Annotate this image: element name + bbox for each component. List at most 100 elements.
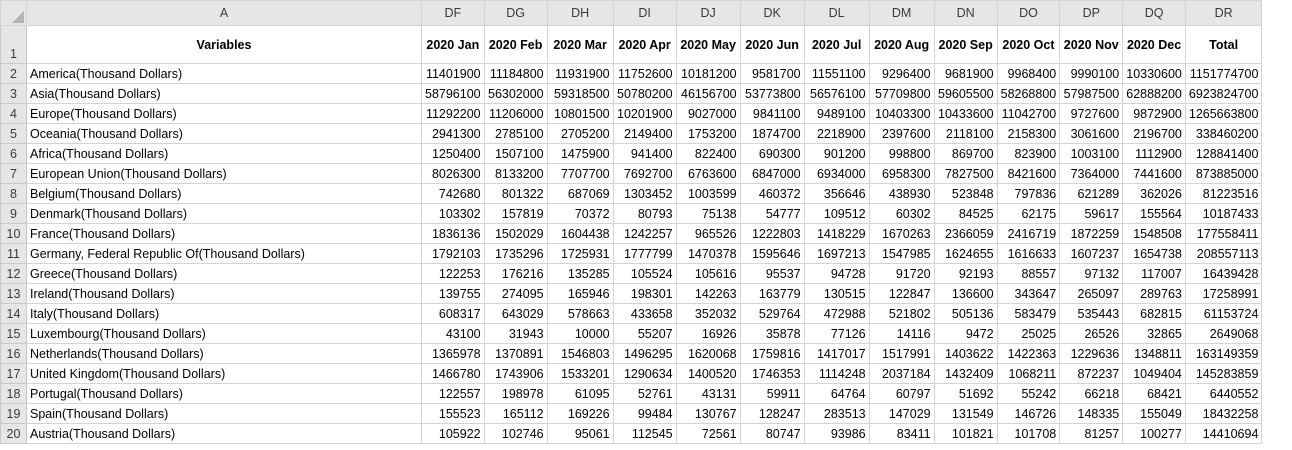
value-cell[interactable]: 742680 — [421, 183, 485, 204]
value-cell[interactable]: 51692 — [933, 383, 998, 404]
value-cell[interactable]: 823900 — [996, 143, 1061, 164]
header-cell[interactable]: 2020 Mar — [546, 25, 614, 64]
value-cell[interactable]: 9472 — [933, 323, 998, 344]
value-cell[interactable]: 362026 — [1122, 183, 1186, 204]
row-header[interactable]: 4 — [0, 103, 27, 124]
value-cell[interactable]: 7707700 — [546, 163, 614, 184]
header-cell[interactable]: 2020 Aug — [868, 25, 935, 64]
value-cell[interactable]: 155523 — [421, 403, 485, 424]
value-cell[interactable]: 9727600 — [1059, 103, 1124, 124]
value-cell[interactable]: 1792103 — [421, 243, 485, 264]
value-cell[interactable]: 7827500 — [933, 163, 998, 184]
value-cell[interactable]: 583479 — [996, 303, 1061, 324]
value-cell[interactable]: 26526 — [1059, 323, 1124, 344]
value-cell[interactable]: 965526 — [675, 223, 741, 244]
value-cell[interactable]: 608317 — [421, 303, 485, 324]
value-cell[interactable]: 9968400 — [996, 63, 1061, 84]
value-cell[interactable]: 438930 — [868, 183, 935, 204]
value-cell[interactable]: 1370891 — [483, 343, 548, 364]
total-cell[interactable]: 338460200 — [1184, 123, 1263, 144]
value-cell[interactable]: 1114248 — [803, 363, 870, 384]
value-cell[interactable]: 55207 — [612, 323, 677, 344]
variable-cell[interactable]: United Kingdom(Thousand Dollars) — [26, 363, 422, 384]
variable-cell[interactable]: Belgium(Thousand Dollars) — [26, 183, 422, 204]
value-cell[interactable]: 2158300 — [996, 123, 1061, 144]
value-cell[interactable]: 50780200 — [612, 83, 677, 104]
value-cell[interactable]: 643029 — [483, 303, 548, 324]
value-cell[interactable]: 1475900 — [546, 143, 614, 164]
value-cell[interactable]: 146726 — [996, 403, 1061, 424]
row-header[interactable]: 17 — [0, 363, 27, 384]
column-header[interactable]: DK — [739, 0, 805, 26]
value-cell[interactable]: 1432409 — [933, 363, 998, 384]
value-cell[interactable]: 105616 — [675, 263, 741, 284]
total-cell[interactable]: 16439428 — [1184, 263, 1263, 284]
value-cell[interactable]: 147029 — [868, 403, 935, 424]
value-cell[interactable]: 2416719 — [996, 223, 1061, 244]
value-cell[interactable]: 1546803 — [546, 343, 614, 364]
value-cell[interactable]: 1250400 — [421, 143, 485, 164]
header-cell[interactable]: Total — [1184, 25, 1263, 64]
value-cell[interactable]: 176216 — [483, 263, 548, 284]
value-cell[interactable]: 9872900 — [1122, 103, 1186, 124]
value-cell[interactable]: 621289 — [1059, 183, 1124, 204]
value-cell[interactable]: 7692700 — [612, 163, 677, 184]
value-cell[interactable]: 11401900 — [421, 63, 485, 84]
value-cell[interactable]: 2366059 — [933, 223, 998, 244]
value-cell[interactable]: 1418229 — [803, 223, 870, 244]
value-cell[interactable]: 8133200 — [483, 163, 548, 184]
row-header[interactable]: 12 — [0, 263, 27, 284]
variable-cell[interactable]: Africa(Thousand Dollars) — [26, 143, 422, 164]
row-header[interactable]: 10 — [0, 223, 27, 244]
value-cell[interactable]: 1735296 — [483, 243, 548, 264]
variable-cell[interactable]: Oceania(Thousand Dollars) — [26, 123, 422, 144]
value-cell[interactable]: 77126 — [803, 323, 870, 344]
value-cell[interactable]: 16926 — [675, 323, 741, 344]
value-cell[interactable]: 25025 — [996, 323, 1061, 344]
value-cell[interactable]: 60797 — [868, 383, 935, 404]
value-cell[interactable]: 1003100 — [1059, 143, 1124, 164]
value-cell[interactable]: 1547985 — [868, 243, 935, 264]
value-cell[interactable]: 31943 — [483, 323, 548, 344]
value-cell[interactable]: 1616633 — [996, 243, 1061, 264]
value-cell[interactable]: 117007 — [1122, 263, 1186, 284]
value-cell[interactable]: 1417017 — [803, 343, 870, 364]
value-cell[interactable]: 157819 — [483, 203, 548, 224]
total-cell[interactable]: 81223516 — [1184, 183, 1263, 204]
value-cell[interactable]: 198301 — [612, 283, 677, 304]
value-cell[interactable]: 92193 — [933, 263, 998, 284]
value-cell[interactable]: 1743906 — [483, 363, 548, 384]
variable-cell[interactable]: Ireland(Thousand Dollars) — [26, 283, 422, 304]
value-cell[interactable]: 10330600 — [1122, 63, 1186, 84]
value-cell[interactable]: 1242257 — [612, 223, 677, 244]
value-cell[interactable]: 1759816 — [739, 343, 805, 364]
value-cell[interactable]: 1654738 — [1122, 243, 1186, 264]
header-cell[interactable]: 2020 Feb — [483, 25, 548, 64]
value-cell[interactable]: 2705200 — [546, 123, 614, 144]
value-cell[interactable]: 690300 — [739, 143, 805, 164]
value-cell[interactable]: 163779 — [739, 283, 805, 304]
value-cell[interactable]: 1670263 — [868, 223, 935, 244]
value-cell[interactable]: 59911 — [739, 383, 805, 404]
value-cell[interactable]: 56302000 — [483, 83, 548, 104]
value-cell[interactable]: 9489100 — [803, 103, 870, 124]
value-cell[interactable]: 1222803 — [739, 223, 805, 244]
value-cell[interactable]: 1620068 — [675, 343, 741, 364]
value-cell[interactable]: 1697213 — [803, 243, 870, 264]
value-cell[interactable]: 1466780 — [421, 363, 485, 384]
value-cell[interactable]: 64764 — [803, 383, 870, 404]
column-header[interactable]: DO — [996, 0, 1061, 26]
value-cell[interactable]: 56576100 — [803, 83, 870, 104]
value-cell[interactable]: 94728 — [803, 263, 870, 284]
variable-cell[interactable]: Germany, Federal Republic Of(Thousand Do… — [26, 243, 422, 264]
column-header[interactable]: DP — [1059, 0, 1124, 26]
total-cell[interactable]: 17258991 — [1184, 283, 1263, 304]
value-cell[interactable]: 352032 — [675, 303, 741, 324]
value-cell[interactable]: 155049 — [1122, 403, 1186, 424]
value-cell[interactable]: 8026300 — [421, 163, 485, 184]
header-cell-variables[interactable]: Variables — [26, 25, 422, 64]
value-cell[interactable]: 6934000 — [803, 163, 870, 184]
value-cell[interactable]: 1229636 — [1059, 343, 1124, 364]
value-cell[interactable]: 105524 — [612, 263, 677, 284]
header-cell[interactable]: 2020 Sep — [933, 25, 998, 64]
